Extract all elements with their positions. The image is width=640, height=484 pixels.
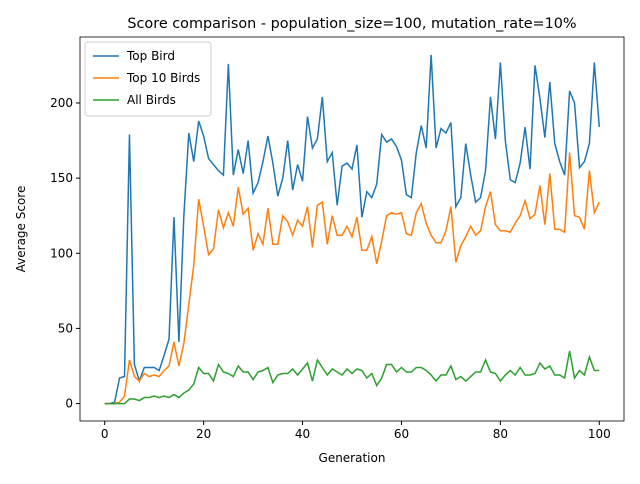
x-tick-label: 20 [196,427,211,441]
y-tick-label: 50 [58,321,73,335]
x-tick-label: 40 [295,427,310,441]
line-series [104,152,600,405]
line-series [104,54,601,405]
y-tick-label: 100 [50,246,73,260]
x-tick-label: 0 [101,427,109,441]
y-axis-label: Average Score [14,186,28,273]
y-tick-label: 150 [50,171,73,185]
chart-title: Score comparison - population_size=100, … [127,16,576,32]
legend-label: All Birds [127,93,176,107]
y-tick-label: 200 [50,96,73,110]
x-axis-label: Generation [319,451,386,465]
legend-box [84,41,212,117]
x-tick-label: 60 [394,427,409,441]
x-tick-label: 80 [493,427,508,441]
x-tick-label: 100 [588,427,611,441]
plot-frame [79,36,625,422]
y-tick-label: 0 [65,397,73,411]
legend-label: Top 10 Birds [126,71,200,85]
legend-label: Top Bird [126,49,175,63]
line-series [104,350,600,405]
